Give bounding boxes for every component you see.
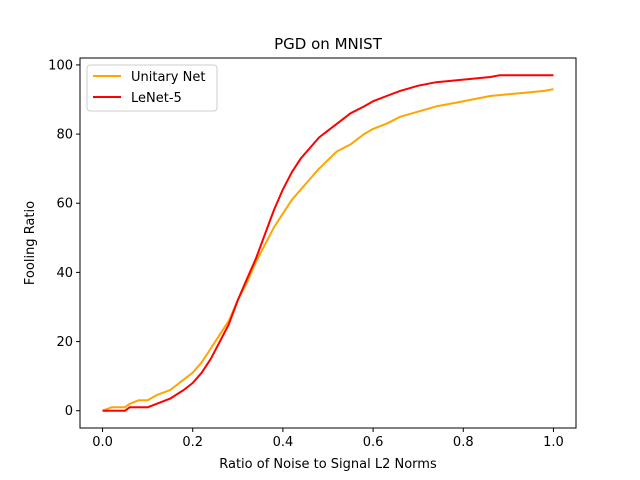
- x-tick-label: 0.4: [273, 435, 294, 450]
- x-tick-label: 0.8: [453, 435, 474, 450]
- y-tick-label: 0: [65, 404, 73, 419]
- chart-title: PGD on MNIST: [274, 35, 383, 53]
- series-line-unitary-net: [102, 88, 554, 412]
- x-axis-label: Ratio of Noise to Signal L2 Norms: [219, 457, 437, 472]
- y-tick-label: 60: [56, 197, 73, 212]
- y-tick-label: 100: [48, 58, 73, 73]
- y-tick-label: 40: [56, 266, 73, 281]
- series-line-lenet-5: [102, 74, 554, 412]
- y-axis-ticks: 0 20 40 60 80 100: [48, 58, 80, 419]
- x-tick-label: 0.2: [182, 435, 203, 450]
- legend-label-lenet-5: LeNet-5: [131, 91, 182, 106]
- legend: Unitary Net LeNet-5: [86, 64, 218, 112]
- y-tick-label: 80: [56, 128, 73, 143]
- y-tick-label: 20: [56, 335, 73, 350]
- x-tick-label: 0.6: [363, 435, 384, 450]
- x-axis-ticks: 0.0 0.2 0.4 0.6 0.8 1.0: [92, 428, 564, 450]
- series-layer: [102, 74, 554, 412]
- x-tick-label: 1.0: [543, 435, 564, 450]
- plot-area: [102, 74, 554, 412]
- y-axis-label: Fooling Ratio: [23, 201, 38, 285]
- legend-label-unitary-net: Unitary Net: [131, 70, 205, 85]
- axes-frame: [79, 57, 577, 429]
- x-tick-label: 0.0: [92, 435, 113, 450]
